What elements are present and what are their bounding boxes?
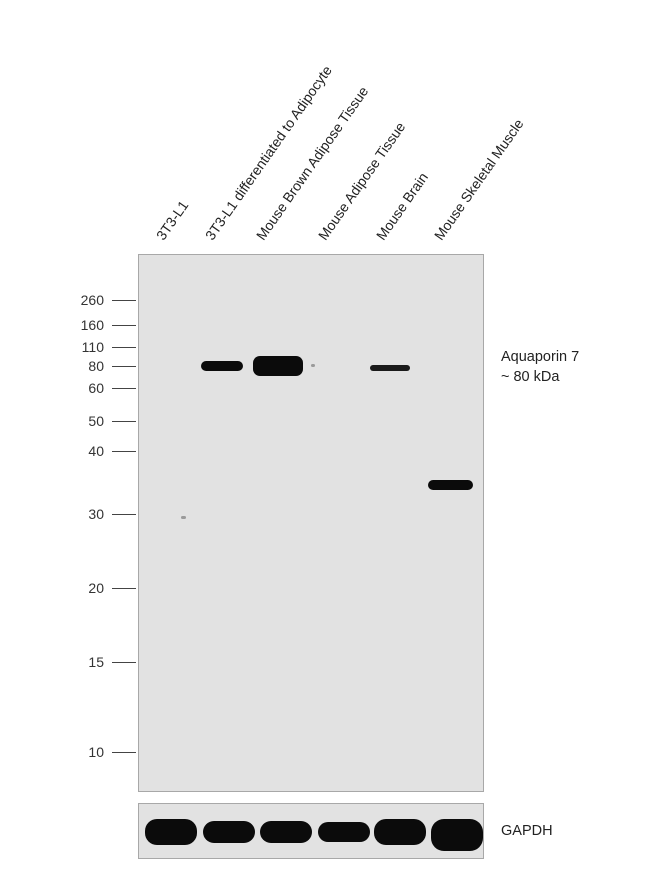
marker-label-30: 30: [88, 506, 104, 522]
marker-tick-50: [112, 421, 136, 422]
band-lane-6: [428, 480, 473, 490]
marker-tick-40: [112, 451, 136, 452]
gapdh-blot: [138, 803, 484, 859]
marker-tick-10: [112, 752, 136, 753]
marker-label-160: 160: [80, 317, 104, 333]
target-size: ~ 80 kDa: [501, 369, 560, 385]
marker-tick-160: [112, 325, 136, 326]
marker-tick-30: [112, 514, 136, 515]
band-lane-4-faint: [311, 364, 315, 367]
band-lane-5: [370, 365, 410, 371]
lane-label-6: Mouse Skeletal Muscle: [430, 115, 527, 243]
marker-label-80: 80: [88, 358, 104, 374]
gapdh-band-lane-4: [318, 822, 370, 842]
marker-tick-110: [112, 347, 136, 348]
gapdh-band-lane-3: [260, 821, 312, 843]
gapdh-band-lane-5: [374, 819, 426, 845]
marker-label-60: 60: [88, 380, 104, 396]
marker-label-40: 40: [88, 443, 104, 459]
marker-tick-20: [112, 588, 136, 589]
marker-label-260: 260: [80, 292, 104, 308]
marker-label-110: 110: [81, 339, 104, 355]
gapdh-band-lane-1: [145, 819, 197, 845]
marker-tick-260: [112, 300, 136, 301]
main-blot: [138, 254, 484, 792]
marker-tick-60: [112, 388, 136, 389]
band-lane-3: [253, 356, 303, 376]
marker-label-10: 10: [88, 744, 104, 760]
marker-tick-80: [112, 366, 136, 367]
gapdh-band-lane-6: [431, 819, 483, 851]
marker-tick-15: [112, 662, 136, 663]
target-name: Aquaporin 7: [501, 349, 580, 365]
gapdh-band-lane-2: [203, 821, 255, 843]
band-lane-2: [201, 361, 243, 371]
lane-label-5: Mouse Brain: [372, 169, 432, 243]
marker-label-15: 15: [88, 654, 104, 670]
gapdh-label: GAPDH: [501, 823, 553, 839]
marker-label-20: 20: [88, 580, 104, 596]
target-label: Aquaporin 7 ~ 80 kDa: [501, 347, 579, 387]
marker-label-50: 50: [88, 413, 104, 429]
speck-lane-1: [181, 516, 186, 519]
lane-label-1: 3T3-L1: [152, 197, 192, 243]
